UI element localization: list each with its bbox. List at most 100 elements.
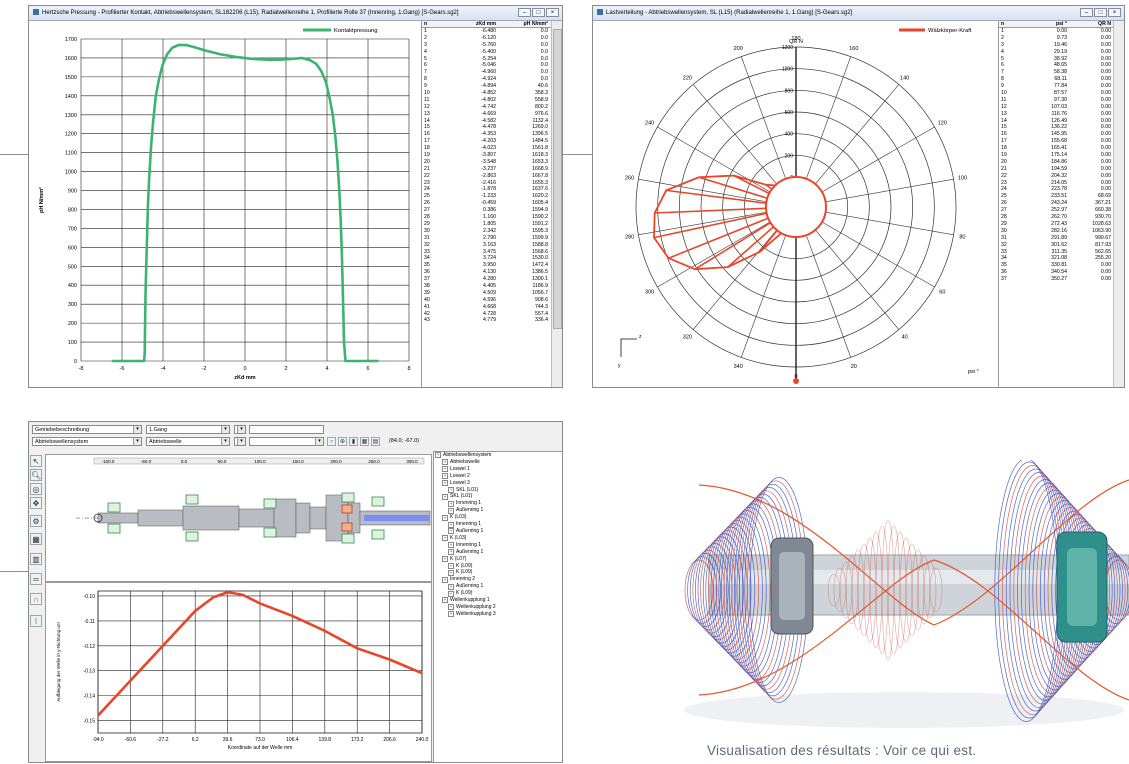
column-header[interactable]: n xyxy=(424,21,428,27)
table-row[interactable]: 23 214.05 0.00 xyxy=(999,180,1114,187)
gear-combo[interactable]: 1.Gang ▾ xyxy=(146,425,230,434)
chart-icon[interactable]: ▥ xyxy=(30,553,42,565)
contact-table-scrollbar[interactable] xyxy=(551,21,562,387)
contact-window-titlebar[interactable]: Hertzsche Pressung - Profilierter Kontak… xyxy=(29,6,562,21)
tree-node[interactable]: + K (L09) xyxy=(434,563,562,570)
table-row[interactable]: 28 1.160 1590.2 xyxy=(422,214,552,221)
close-button[interactable]: × xyxy=(1108,8,1121,17)
bar-icon[interactable]: ▮ xyxy=(349,437,358,446)
table-row[interactable]: 13 116.76 0.00 xyxy=(999,111,1114,118)
tree-node[interactable]: + K (L09) xyxy=(434,590,562,597)
table-row[interactable]: 25 -1.233 1620.2 xyxy=(422,193,552,200)
bearing-icon[interactable]: ◎ xyxy=(30,483,42,495)
minimize-button[interactable]: ‒ xyxy=(518,8,531,17)
table-row[interactable]: 12 107.03 0.00 xyxy=(999,104,1114,111)
expand-icon[interactable]: + xyxy=(448,549,454,556)
table-row[interactable]: 39 4.509 1056.7 xyxy=(422,290,552,297)
table-row[interactable]: 35 330.81 0.00 xyxy=(999,262,1114,269)
table-row[interactable]: 34 321.08 255.20 xyxy=(999,255,1114,262)
expand-icon[interactable]: + xyxy=(442,535,448,542)
table-row[interactable]: 5 38.92 0.00 xyxy=(999,56,1114,63)
tree-node[interactable]: + Wellenkupplung 3 xyxy=(434,611,562,618)
column-header[interactable]: QR N xyxy=(1098,21,1111,27)
expand-icon[interactable]: + xyxy=(442,556,448,563)
maximize-button[interactable]: □ xyxy=(1094,8,1107,17)
table-row[interactable]: 2 9.73 0.00 xyxy=(999,35,1114,42)
expand-icon[interactable]: + xyxy=(442,466,448,473)
table-row[interactable]: 40 4.596 908.6 xyxy=(422,297,552,304)
table-row[interactable]: 5 -5.254 0.0 xyxy=(422,56,552,63)
table-row[interactable]: 6 -5.046 0.0 xyxy=(422,62,552,69)
tree-node[interactable]: + Wellenkupplung 1 xyxy=(434,597,562,604)
expand-icon[interactable]: + xyxy=(448,507,454,514)
tree-node[interactable]: + Loswel 1 xyxy=(434,466,562,473)
expand-icon[interactable]: + xyxy=(442,480,448,487)
tree-node[interactable]: + Außenring 1 xyxy=(434,583,562,590)
tree-node[interactable]: + SKL (L01) xyxy=(434,487,562,494)
table-row[interactable]: 34 3.724 1530.0 xyxy=(422,255,552,262)
table-row[interactable]: 9 77.84 0.00 xyxy=(999,83,1114,90)
table-row[interactable]: 20 184.86 0.00 xyxy=(999,159,1114,166)
table-row[interactable]: 19 -3.807 1618.3 xyxy=(422,152,552,159)
table-row[interactable]: 3 -5.760 0.0 xyxy=(422,42,552,49)
tree-node[interactable]: + Außenring 1 xyxy=(434,507,562,514)
system-combo[interactable]: Getriebebeschreibung ▾ xyxy=(32,425,142,434)
empty-combo-1[interactable]: ▾ xyxy=(234,425,246,434)
tree-node[interactable]: + Loswel 3 xyxy=(434,480,562,487)
table-row[interactable]: 3 19.46 0.00 xyxy=(999,42,1114,49)
table-row[interactable]: 31 291.89 990.67 xyxy=(999,235,1114,242)
table-row[interactable]: 35 3.950 1472.4 xyxy=(422,262,552,269)
expand-icon[interactable]: + xyxy=(448,542,454,549)
expand-icon[interactable]: + xyxy=(448,521,454,528)
table-row[interactable]: 13 -4.669 976.6 xyxy=(422,111,552,118)
table-row[interactable]: 43 4.779 336.4 xyxy=(422,317,552,324)
shaft-model-view[interactable]: -100.0 -50.0 0.0 50.0 100.0 150.0 200.0 250.0 30… xyxy=(45,454,432,582)
table-row[interactable]: 11 -4.802 558.9 xyxy=(422,97,552,104)
expand-icon[interactable]: + xyxy=(442,597,448,604)
table-row[interactable]: 10 87.57 0.00 xyxy=(999,90,1114,97)
tree-node[interactable]: + Innenring 1 xyxy=(434,542,562,549)
table-row[interactable]: 19 175.14 0.00 xyxy=(999,152,1114,159)
column-header[interactable]: pH N/mm² xyxy=(523,21,549,27)
table-row[interactable]: 29 1.805 1591.2 xyxy=(422,221,552,228)
table-row[interactable]: 30 2.342 1595.3 xyxy=(422,228,552,235)
table-row[interactable]: 4 29.19 0.00 xyxy=(999,49,1114,56)
expand-icon[interactable]: + xyxy=(442,473,448,480)
empty-combo-3[interactable]: ▾ xyxy=(234,437,246,446)
gear-icon[interactable]: ⚙ xyxy=(30,515,42,527)
tree-node[interactable]: + Loswel 2 xyxy=(434,473,562,480)
table-row[interactable]: 15 136.22 0.00 xyxy=(999,124,1114,131)
table-row[interactable]: 4 -5.400 0.0 xyxy=(422,49,552,56)
close-button[interactable]: × xyxy=(546,8,559,17)
table-row[interactable]: 24 -1.878 1637.6 xyxy=(422,186,552,193)
table-row[interactable]: 29 272.43 1028.63 xyxy=(999,221,1114,228)
load-table-scrollbar[interactable] xyxy=(1113,21,1124,387)
table-row[interactable]: 1 0.00 0.00 xyxy=(999,28,1114,35)
expand-icon[interactable]: + xyxy=(448,583,454,590)
table-row[interactable]: 6 48.65 0.00 xyxy=(999,62,1114,69)
tree-node[interactable]: + SKL (L01) xyxy=(434,493,562,500)
table-row[interactable]: 27 252.97 660.38 xyxy=(999,207,1114,214)
scrollbar-thumb[interactable] xyxy=(553,29,562,329)
shaft-system-combo[interactable]: Abtriebswellensystem ▾ xyxy=(32,437,142,446)
chart-icon[interactable]: ▤ xyxy=(371,437,380,446)
table-row[interactable]: 27 0.386 1594.9 xyxy=(422,207,552,214)
table-row[interactable]: 24 223.78 0.00 xyxy=(999,186,1114,193)
zoom-icon[interactable]: 🔍︎ xyxy=(30,469,42,481)
maximize-button[interactable]: □ xyxy=(532,8,545,17)
table-row[interactable]: 32 301.62 817.93 xyxy=(999,242,1114,249)
table-row[interactable]: 22 -2.863 1667.8 xyxy=(422,173,552,180)
table-row[interactable]: 7 58.38 0.00 xyxy=(999,69,1114,76)
column-header[interactable]: n xyxy=(1001,21,1005,27)
table-row[interactable]: 14 126.49 0.00 xyxy=(999,118,1114,125)
expand-icon[interactable]: + xyxy=(442,576,448,583)
table-row[interactable]: 16 145.95 0.00 xyxy=(999,131,1114,138)
table-row[interactable]: 36 340.54 0.00 xyxy=(999,269,1114,276)
expand-icon[interactable]: + xyxy=(448,500,454,507)
grid-icon[interactable]: ▦ xyxy=(360,437,369,446)
tree-node[interactable]: + K (L03) xyxy=(434,514,562,521)
minimize-button[interactable]: ‒ xyxy=(1080,8,1093,17)
table-row[interactable]: 31 2.790 1599.9 xyxy=(422,235,552,242)
tree-node[interactable]: + Wellenkupplung 2 xyxy=(434,604,562,611)
expand-icon[interactable]: + xyxy=(448,569,454,576)
